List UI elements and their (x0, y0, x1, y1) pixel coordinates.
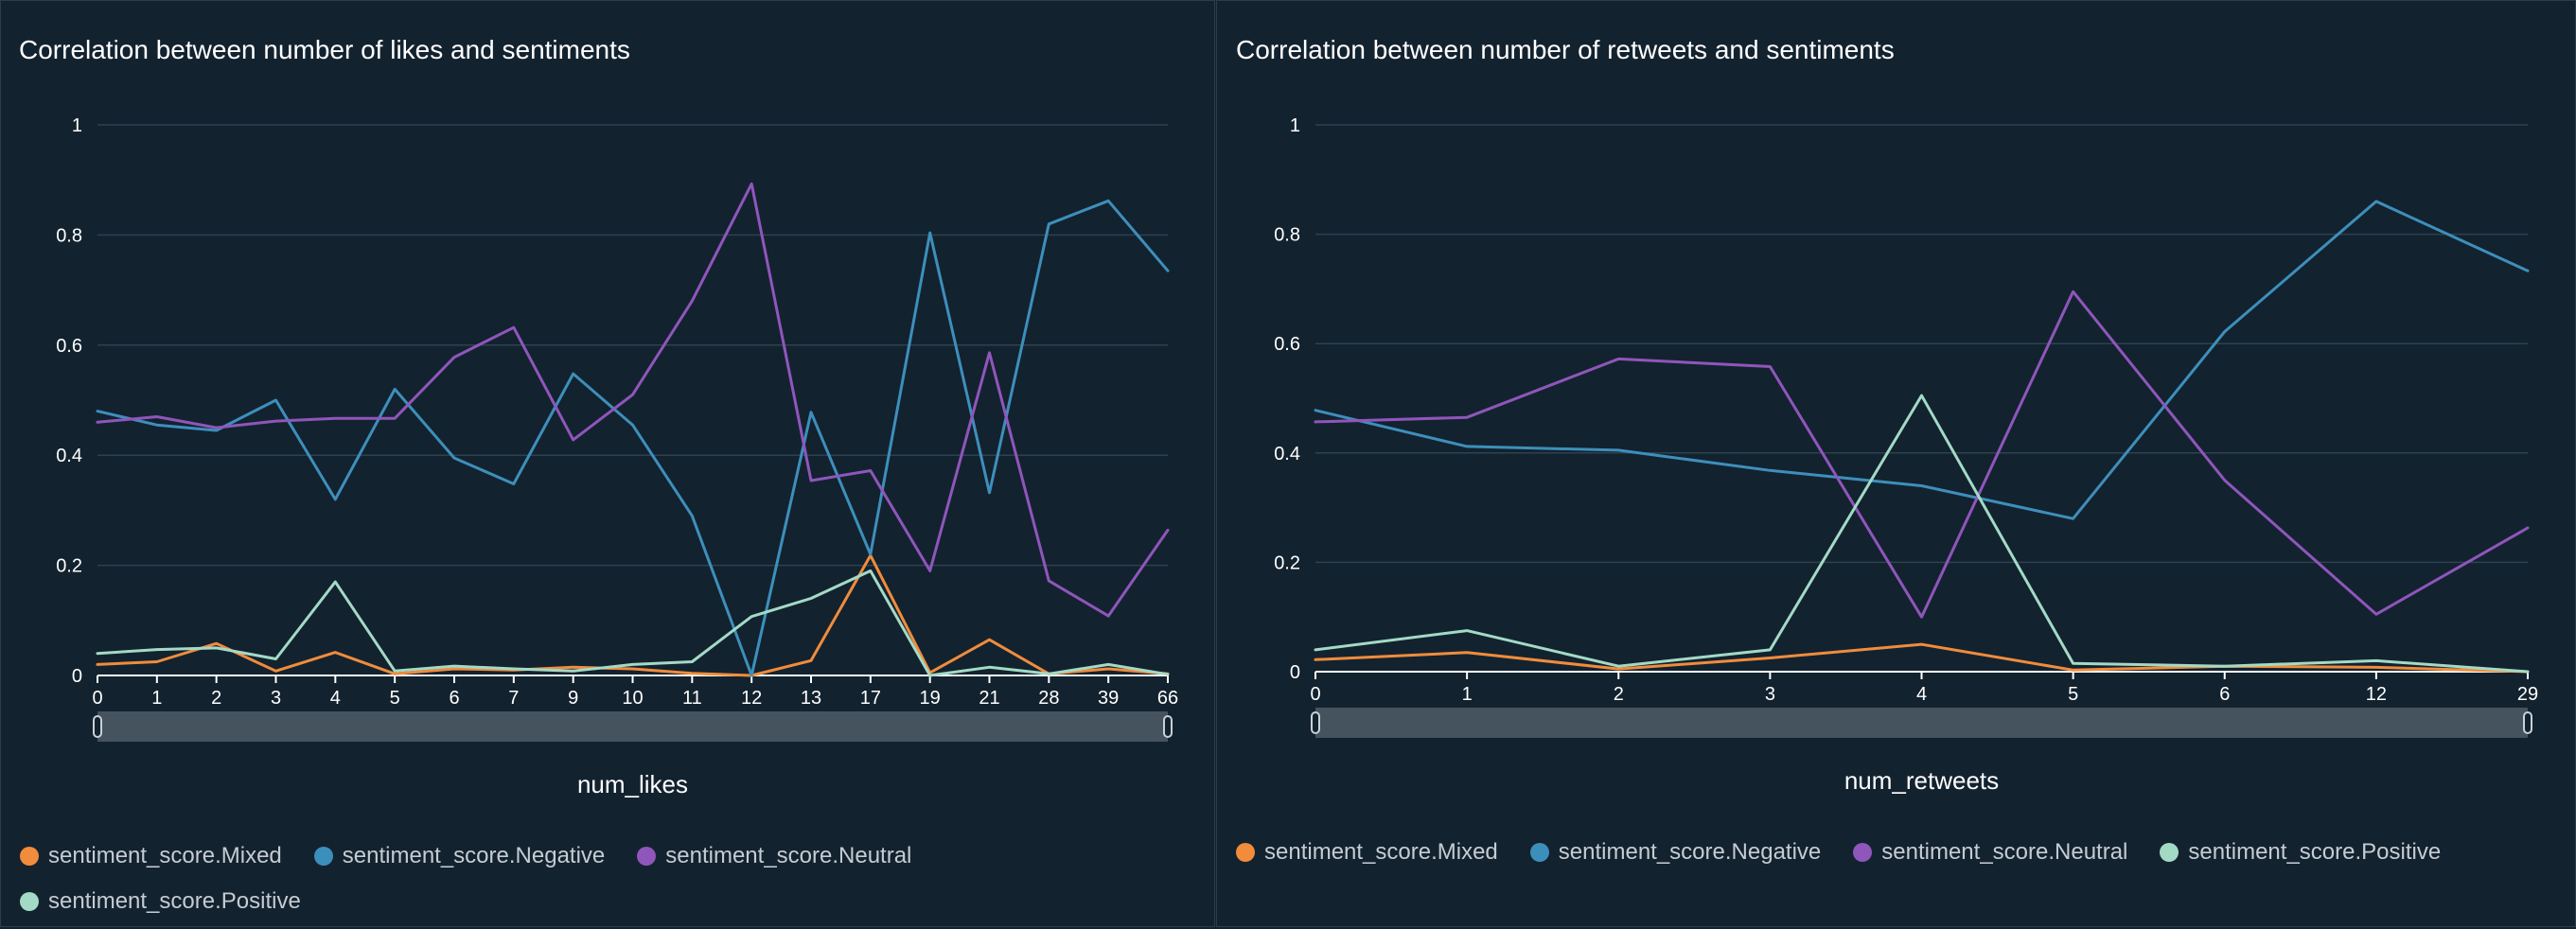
retweets-series-line-neutral[interactable] (1314, 289, 2530, 619)
likes-x-tick-label: 3 (271, 688, 281, 709)
legend-marker-icon (637, 847, 657, 866)
likes-x-tick-label: 7 (508, 688, 519, 709)
legend-marker-icon (313, 847, 333, 866)
retweets-x-tick-label: 12 (2366, 684, 2387, 705)
retweets-chart-title: Correlation between number of retweets a… (1236, 35, 1895, 64)
retweets-x-tick-label: 6 (2219, 684, 2230, 705)
likes-x-tick-label: 13 (801, 688, 821, 709)
legend-marker-icon (2160, 843, 2179, 862)
retweets-y-tick-label: 0.6 (1274, 334, 1300, 355)
likes-chart-panel: Correlation between number of likes and … (0, 0, 1215, 927)
likes-x-tick-label: 0 (92, 688, 102, 709)
likes-x-tick-label: 4 (330, 688, 341, 709)
likes-y-tick-label: 1 (72, 115, 82, 136)
retweets-y-tick-label: 0.2 (1274, 552, 1300, 573)
retweets-x-tick-label: 1 (1462, 684, 1473, 705)
retweets-x-axis-title: num_retweets (1844, 766, 1999, 795)
likes-y-tick-label: 0.6 (56, 336, 82, 357)
likes-range-handle-left[interactable] (93, 715, 102, 738)
retweets-legend-label: sentiment_score.Positive (2188, 839, 2442, 865)
likes-x-tick-label: 1 (151, 688, 162, 709)
likes-x-tick-label: 5 (390, 688, 400, 709)
likes-legend-label: sentiment_score.Mixed (48, 843, 282, 868)
retweets-legend-item[interactable]: sentiment_score.Positive (2160, 839, 2441, 866)
likes-x-tick-label: 11 (682, 688, 702, 709)
likes-x-tick-label: 9 (568, 688, 578, 709)
likes-x-tick-label: 21 (979, 688, 999, 709)
likes-y-tick-label: 0.2 (56, 556, 82, 577)
retweets-legend-item[interactable]: sentiment_score.Negative (1529, 839, 1822, 866)
likes-x-tick-label: 10 (622, 688, 643, 709)
likes-x-tick-label: 19 (920, 688, 941, 709)
likes-series-line-negative[interactable] (96, 199, 1170, 677)
retweets-series-line-mixed[interactable] (1314, 642, 2530, 674)
likes-x-tick-label: 39 (1098, 688, 1119, 709)
retweets-x-tick-label: 5 (2068, 684, 2078, 705)
retweets-y-tick-label: 0 (1290, 662, 1300, 683)
retweets-y-tick-label: 0.8 (1274, 225, 1300, 246)
retweets-legend-item[interactable]: sentiment_score.Neutral (1853, 839, 2127, 866)
likes-legend-label: sentiment_score.Neutral (665, 843, 912, 868)
likes-chart-title: Correlation between number of likes and … (19, 35, 630, 64)
likes-x-axis-title: num_likes (577, 770, 688, 798)
legend-marker-icon (20, 892, 39, 911)
likes-y-tick-label: 0.8 (56, 225, 82, 246)
retweets-x-tick-label: 3 (1765, 684, 1775, 705)
likes-legend-label: sentiment_score.Positive (48, 888, 301, 914)
retweets-chart-panel: Correlation between number of retweets a… (1216, 0, 2576, 927)
retweets-y-tick-label: 1 (1290, 115, 1300, 136)
likes-x-tick-label: 12 (741, 688, 762, 709)
legend-marker-icon (1853, 843, 1873, 862)
retweets-chart-legend: sentiment_score.Mixed sentiment_score.Neg… (1236, 839, 2561, 866)
retweets-legend-label: sentiment_score.Neutral (1881, 839, 2128, 865)
likes-series-line-positive[interactable] (96, 569, 1170, 677)
likes-legend-item[interactable]: sentiment_score.Positive (20, 888, 301, 915)
retweets-legend-item[interactable]: sentiment_score.Mixed (1236, 839, 1498, 866)
likes-line-chart: 00.20.40.60.810 1 2 3 4 5 6 7 9 10 11 12 13 17 19 21 28 3… (56, 115, 1178, 798)
retweets-range-handle-left[interactable] (1311, 711, 1320, 734)
likes-y-tick-label: 0.4 (56, 446, 82, 466)
likes-y-tick-label: 0 (72, 666, 82, 687)
retweets-x-tick-label: 29 (2517, 684, 2538, 705)
retweets-series-line-negative[interactable] (1314, 200, 2530, 520)
legend-marker-icon (1236, 843, 1255, 862)
retweets-legend-label: sentiment_score.Mixed (1264, 839, 1498, 865)
likes-legend-label: sentiment_score.Negative (342, 843, 606, 868)
legend-marker-icon (20, 847, 39, 866)
likes-legend-item[interactable]: sentiment_score.Mixed (20, 843, 282, 869)
retweets-x-tick-label: 2 (1614, 684, 1624, 705)
likes-range-scrollbar[interactable] (97, 711, 1168, 742)
likes-series-line-neutral[interactable] (96, 182, 1170, 618)
likes-legend-item[interactable]: sentiment_score.Negative (313, 843, 606, 869)
likes-legend-item[interactable]: sentiment_score.Neutral (637, 843, 911, 869)
retweets-legend-label: sentiment_score.Negative (1558, 839, 1822, 865)
likes-x-tick-label: 17 (860, 688, 881, 709)
likes-x-tick-label: 28 (1038, 688, 1059, 709)
likes-x-tick-label: 2 (211, 688, 221, 709)
likes-x-tick-label: 66 (1157, 688, 1178, 709)
likes-x-tick-label: 6 (449, 688, 459, 709)
retweets-range-handle-right[interactable] (2523, 711, 2532, 734)
likes-series-line-mixed[interactable] (96, 553, 1170, 677)
likes-chart-legend: sentiment_score.Mixed sentiment_score.Neg… (20, 843, 1156, 915)
retweets-x-tick-label: 0 (1310, 684, 1320, 705)
retweets-x-tick-label: 4 (1916, 684, 1927, 705)
retweets-y-tick-label: 0.4 (1274, 444, 1300, 464)
retweets-series-line-positive[interactable] (1314, 394, 2530, 674)
legend-marker-icon (1529, 843, 1549, 862)
retweets-range-scrollbar[interactable] (1315, 708, 2528, 738)
likes-range-handle-right[interactable] (1163, 715, 1173, 738)
